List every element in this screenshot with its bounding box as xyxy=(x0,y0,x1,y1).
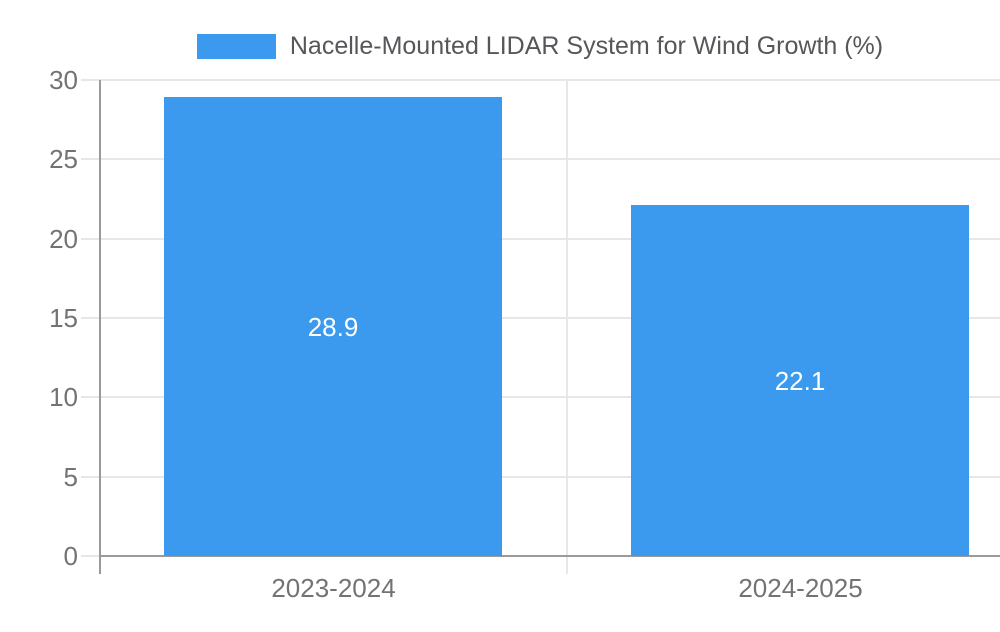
chart-title: Nacelle-Mounted LIDAR System for Wind Gr… xyxy=(289,32,884,60)
x-axis-line xyxy=(99,555,1000,557)
x-axis-category-label: 2024-2025 xyxy=(738,573,863,603)
y-axis-tick-label: 10 xyxy=(49,382,78,413)
bar-chart: Nacelle-Mounted LIDAR System for Wind Gr… xyxy=(40,16,1000,616)
y-axis-tick-label: 15 xyxy=(49,303,78,333)
gridline-y xyxy=(81,396,1000,399)
bar[interactable] xyxy=(631,205,969,556)
gridline-y xyxy=(81,158,1000,161)
y-axis-tick-label: 5 xyxy=(63,461,78,492)
y-axis-tick-label: 30 xyxy=(49,65,78,95)
legend-swatch xyxy=(196,34,276,59)
legend-item[interactable]: Nacelle-Mounted LIDAR System for Wind Gr… xyxy=(196,32,884,61)
y-axis-line xyxy=(99,80,101,574)
bar[interactable] xyxy=(164,97,502,556)
x-axis-category-label: 2023-2024 xyxy=(271,573,396,603)
plot-area: 0 5 10 15 20 25 30 28.9 2023-2024 22.1 2024-2025 xyxy=(40,16,1000,616)
gridline-y xyxy=(81,237,1000,240)
gridline-y xyxy=(81,475,1000,478)
gridline-y xyxy=(81,79,1000,81)
bar-value-label: 22.1 xyxy=(774,366,826,396)
gridline-x xyxy=(565,80,568,574)
y-axis-tick-label: 25 xyxy=(49,144,78,175)
y-axis-tick-label: 0 xyxy=(63,541,78,571)
bar-value-label: 28.9 xyxy=(307,312,359,342)
y-axis-tick-label: 20 xyxy=(49,223,78,254)
gridline-y xyxy=(81,317,1000,319)
chart-legend: Nacelle-Mounted LIDAR System for Wind Gr… xyxy=(40,32,1000,61)
